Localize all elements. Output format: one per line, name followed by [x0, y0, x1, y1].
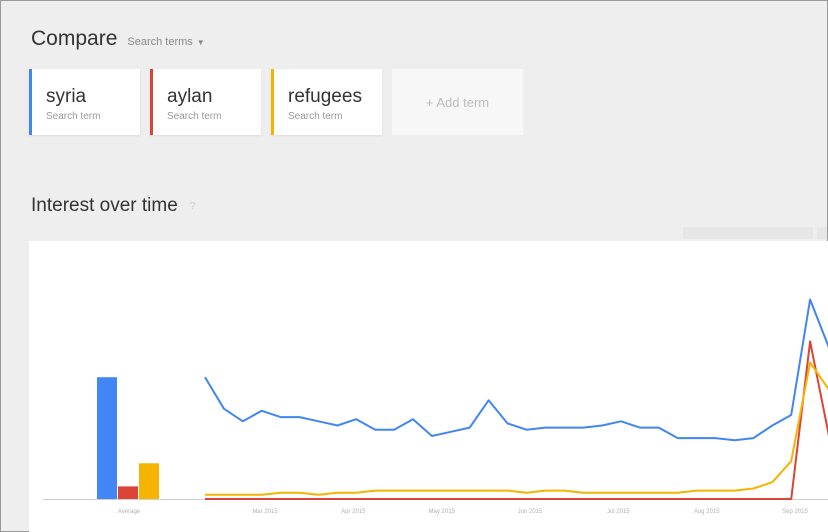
x-tick-label: Jun 2015 — [518, 509, 543, 515]
interest-title: Interest over time — [31, 195, 178, 216]
x-tick-label: Apr 2015 — [341, 509, 366, 515]
term-card-aylan[interactable]: aylan Search term — [150, 69, 261, 135]
summary-bar-refugees — [139, 463, 159, 499]
x-tick-label: May 2015 — [429, 509, 456, 515]
x-tick-labels: Mar 2015 Apr 2015 May 2015 Jun 2015 Jul 2015… — [252, 509, 808, 515]
compare-title: Compare — [31, 27, 118, 50]
term-type-label: Search term — [167, 111, 222, 122]
term-name: aylan — [167, 86, 213, 107]
term-cards-row: syria Search term aylan Search term refu… — [29, 69, 523, 135]
compare-header: Compare Search terms ▼ — [31, 27, 205, 51]
term-card-refugees[interactable]: refugees Search term — [271, 69, 382, 135]
add-term-button[interactable]: + Add term — [392, 69, 523, 135]
series-line-syria — [204, 298, 828, 442]
series-line-aylan — [205, 340, 828, 500]
interest-chart: Mar 2015 Apr 2015 May 2015 Jun 2015 Jul 2015… — [43, 298, 828, 515]
term-card-syria[interactable]: syria Search term — [29, 69, 140, 135]
summary-label: Average — [118, 509, 141, 515]
chevron-down-icon: ▼ — [196, 37, 205, 47]
interest-header: Interest over time ? — [31, 195, 195, 217]
chart-options-bar[interactable] — [683, 227, 813, 239]
series-line-refugees — [205, 361, 828, 496]
term-color-accent — [271, 69, 274, 135]
chart-options-edge — [817, 227, 827, 239]
summary-bar-syria — [97, 377, 117, 499]
term-type-label: Search term — [288, 111, 343, 122]
term-type-label: Search term — [46, 111, 101, 122]
series-lines — [204, 298, 828, 500]
summary-bars — [97, 377, 159, 499]
chart-card: Mar 2015 Apr 2015 May 2015 Jun 2015 Jul 2015… — [29, 241, 828, 532]
search-terms-label: Search terms — [127, 36, 193, 48]
term-name: refugees — [288, 86, 362, 107]
term-color-accent — [150, 69, 153, 135]
x-tick-label: Jul 2015 — [607, 509, 630, 515]
x-tick-label: Mar 2015 — [252, 509, 278, 515]
summary-bar-aylan — [118, 486, 138, 499]
term-color-accent — [29, 69, 32, 135]
search-terms-dropdown[interactable]: Search terms ▼ — [127, 36, 204, 48]
x-tick-label: Aug 2015 — [694, 509, 720, 515]
term-name: syria — [46, 86, 87, 107]
x-tick-label: Sep 2015 — [782, 509, 808, 515]
help-icon[interactable]: ? — [189, 200, 196, 212]
